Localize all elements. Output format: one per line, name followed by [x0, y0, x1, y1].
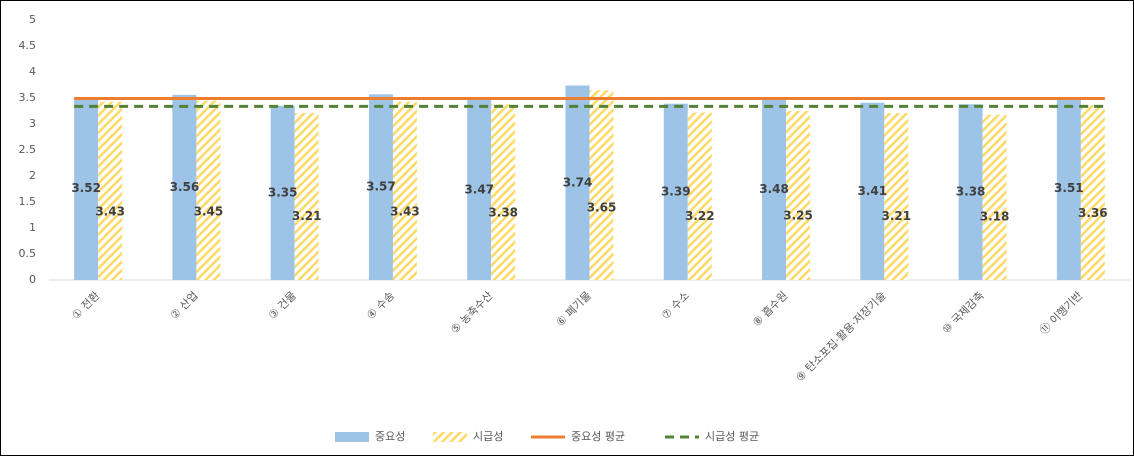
y-tick-label: 0.5: [19, 247, 37, 260]
legend-label: 중요성: [375, 430, 405, 443]
bar: [196, 100, 221, 280]
data-label: 3.52: [71, 181, 101, 195]
data-label: 3.39: [661, 184, 691, 198]
bar: [958, 104, 983, 281]
y-tick-label: 3.5: [19, 91, 37, 104]
data-label: 3.18: [980, 210, 1010, 224]
data-label: 3.65: [587, 200, 617, 214]
bar: [74, 96, 99, 281]
data-label: 3.43: [390, 205, 420, 219]
y-tick-label: 3: [29, 117, 36, 130]
legend-label: 시급성: [473, 430, 503, 443]
bar: [368, 94, 393, 280]
data-label: 3.51: [1054, 181, 1084, 195]
bar: [982, 114, 1007, 280]
bar: [270, 105, 295, 280]
data-label: 3.21: [292, 209, 322, 223]
data-label: 3.35: [268, 185, 298, 199]
y-tick-label: 1.5: [19, 195, 37, 208]
bar: [663, 103, 688, 280]
data-label: 3.45: [194, 204, 224, 218]
data-label: 3.56: [170, 180, 200, 194]
legend-label: 중요성 평균: [571, 430, 625, 443]
y-tick-label: 2.5: [19, 143, 37, 156]
y-tick-label: 2: [29, 169, 36, 182]
y-tick-label: 5: [29, 13, 36, 26]
bar: [172, 94, 197, 280]
bar: [762, 99, 787, 280]
bar: [1080, 105, 1105, 280]
y-tick-label: 4: [29, 65, 36, 78]
data-label: 3.38: [956, 185, 986, 199]
data-label: 3.48: [759, 182, 789, 196]
legend-swatch: [433, 432, 467, 442]
y-tick-label: 4.5: [19, 39, 37, 52]
data-label: 3.43: [95, 205, 125, 219]
y-tick-label: 1: [29, 221, 36, 234]
data-label: 3.74: [563, 175, 593, 189]
data-label: 3.57: [366, 180, 396, 194]
data-label: 3.21: [882, 209, 912, 223]
y-tick-label: 0: [29, 273, 36, 286]
data-label: 3.41: [858, 184, 888, 198]
bar: [589, 90, 614, 280]
bar: [467, 99, 492, 280]
legend-label: 시급성 평균: [705, 430, 759, 443]
bar: [884, 113, 909, 280]
legend-swatch: [335, 432, 369, 442]
bar: [392, 101, 417, 280]
data-label: 3.36: [1078, 206, 1108, 220]
bar: [1056, 97, 1081, 280]
bar: [98, 101, 123, 280]
data-label: 3.47: [464, 182, 494, 196]
bar: [860, 102, 885, 281]
bar: [786, 111, 811, 280]
bar: [294, 113, 319, 280]
data-label: 3.38: [488, 206, 518, 220]
data-label: 3.25: [783, 208, 813, 222]
bar: [491, 104, 516, 281]
bar: [565, 85, 590, 281]
bar: [687, 112, 712, 280]
data-label: 3.22: [685, 209, 715, 223]
